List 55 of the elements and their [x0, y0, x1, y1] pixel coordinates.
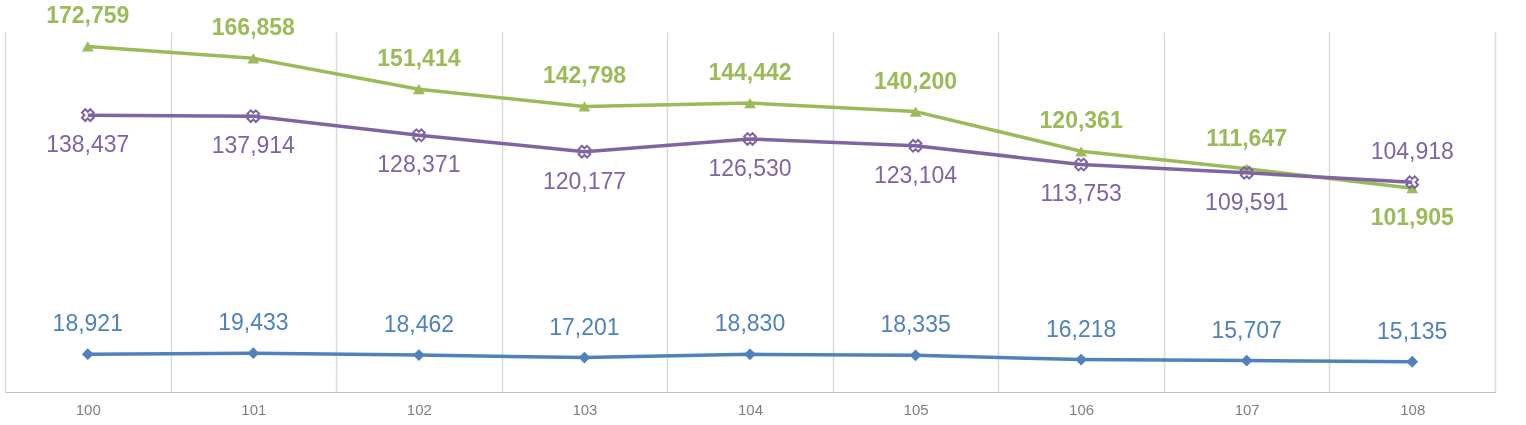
point: [743, 132, 757, 146]
data-label: 166,858: [211, 14, 296, 41]
x-tick-label: 107: [1234, 400, 1260, 418]
point: [247, 53, 260, 64]
data-label: 18,830: [714, 310, 786, 337]
data-label: 142,798: [542, 62, 627, 89]
data-label: 15,707: [1211, 316, 1282, 343]
x-tick-label: 104: [737, 400, 764, 418]
data-label: 137,914: [211, 132, 296, 159]
data-label: 18,921: [52, 310, 123, 337]
point: [744, 97, 756, 109]
data-label: 101,905: [1370, 204, 1454, 231]
data-label: 104,918: [1370, 138, 1454, 165]
point: [578, 101, 591, 112]
x-tick-label: 105: [903, 400, 929, 418]
data-label: 138,437: [46, 131, 130, 158]
data-label: 120,177: [542, 167, 627, 194]
data-label: 123,104: [873, 161, 958, 188]
x-tick-label: 103: [572, 400, 598, 418]
data-label: 172,759: [46, 2, 130, 29]
point: [412, 128, 426, 143]
point: [909, 106, 922, 117]
point: [412, 84, 425, 95]
point: [1239, 165, 1254, 180]
x-tick-label: 101: [241, 400, 267, 418]
data-label: 144,442: [708, 59, 792, 86]
data-label: 109,591: [1205, 188, 1289, 215]
data-label: 126,530: [708, 154, 792, 181]
data-label: 18,335: [880, 311, 951, 338]
x-tick-label: 102: [406, 400, 432, 418]
data-label: 120,361: [1039, 107, 1123, 134]
point: [80, 108, 95, 122]
data-label: 16,218: [1045, 315, 1117, 342]
point: [81, 348, 94, 361]
data-label: 128,371: [377, 151, 461, 178]
point: [1075, 146, 1088, 157]
data-label: 19,433: [218, 309, 289, 336]
x-tick-label: 106: [1069, 400, 1095, 418]
point: [1406, 355, 1419, 368]
point: [1405, 175, 1420, 190]
point: [1074, 157, 1088, 172]
data-label: 111,647: [1206, 124, 1287, 151]
data-label: 18,462: [383, 311, 455, 338]
point: [577, 144, 592, 159]
data-label: 15,135: [1377, 317, 1448, 344]
point: [81, 41, 94, 52]
data-label: 140,200: [873, 67, 958, 94]
point: [246, 109, 261, 124]
point: [908, 138, 923, 153]
data-label: 151,414: [377, 45, 461, 72]
data-label: 113,753: [1040, 180, 1122, 207]
point: [744, 348, 756, 361]
data-label: 17,201: [549, 313, 620, 340]
x-tick-label: 100: [75, 400, 101, 418]
x-tick-label: 108: [1400, 400, 1426, 418]
